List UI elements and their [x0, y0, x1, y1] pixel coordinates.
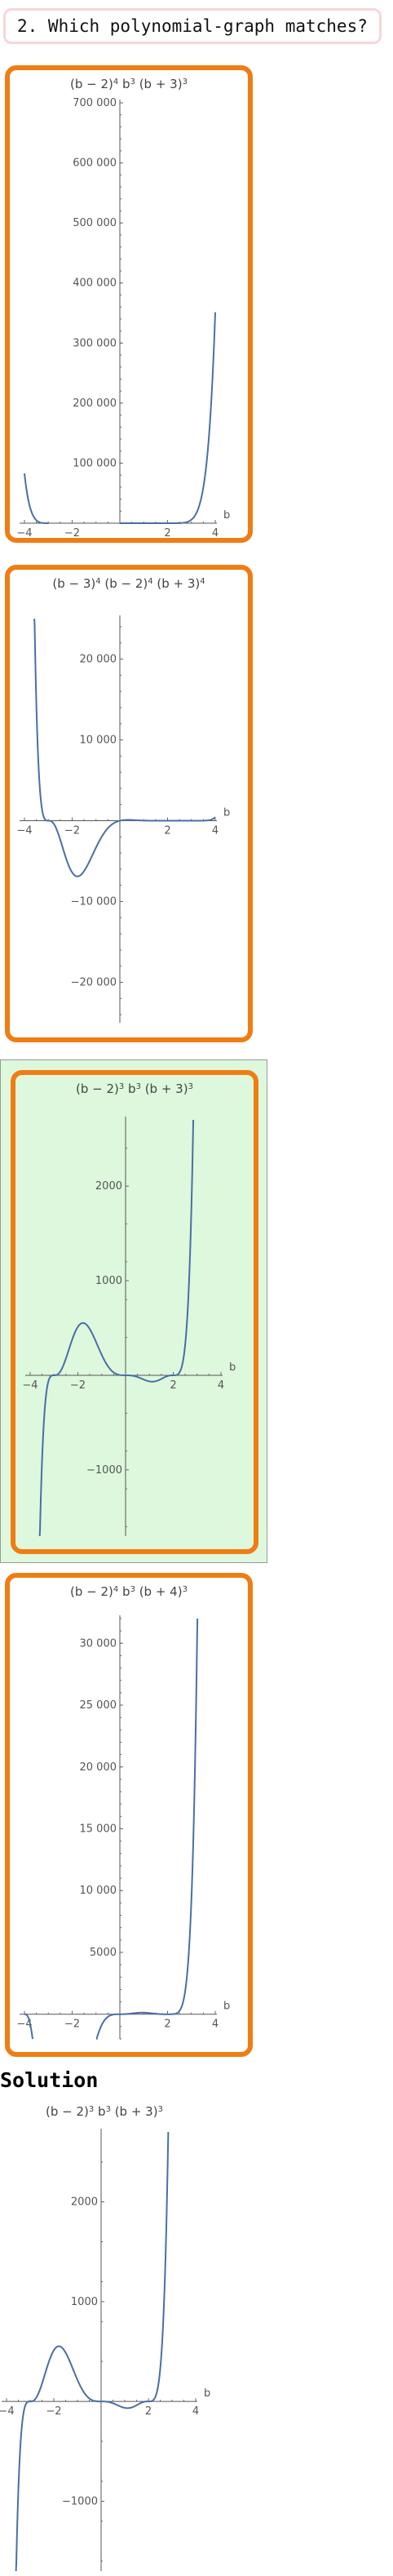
y-tick-label: 10 000 — [80, 1885, 117, 1897]
x-tick-label: −4 — [22, 1379, 38, 1392]
y-tick-label: −1000 — [86, 1464, 122, 1477]
x-tick-label: 2 — [164, 527, 170, 538]
x-axis-label: b — [223, 807, 230, 819]
x-axis-label: b — [223, 509, 230, 522]
option-4-plot: (b − 2)4 b3 (b + 4)3 b −4 −2 2 4 5000 10 000 15… — [16, 1584, 230, 2040]
x-tick-label: −4 — [16, 2019, 32, 2031]
x-tick-label: 4 — [212, 2019, 219, 2031]
x-tick-label: −2 — [64, 825, 80, 837]
y-tick-label: 500 000 — [73, 217, 117, 229]
x-tick-label: 4 — [218, 1379, 224, 1392]
y-tick-label: 2000 — [95, 1180, 122, 1193]
option-1-plot: (b − 2)4 b3 (b + 3)3 b −4 −2 2 4 100 000 200 0… — [16, 77, 230, 538]
y-tick-label: 1000 — [95, 1275, 122, 1287]
solution-plot-container: (b − 2)3 b3 (b + 3)3 b −4 −2 2 4 −1000 1000 200… — [0, 2101, 212, 2574]
x-tick-label: −2 — [70, 1379, 86, 1392]
x-axis-label: b — [223, 2001, 230, 2013]
option-card-3[interactable]: (b − 2)3 b3 (b + 3)3 b −4 −2 2 4 −1000 1000 200… — [11, 1070, 258, 1554]
option-2-plot: (b − 3)4 (b − 2)4 (b + 3)4 b −4 −2 2 4 −20 00… — [16, 576, 230, 1023]
x-tick-label: 4 — [212, 825, 219, 837]
y-tick-label: 200 000 — [73, 398, 117, 410]
y-tick-label: 30 000 — [80, 1637, 117, 1650]
plot-title: (b − 3)4 (b − 2)4 (b + 3)4 — [52, 576, 205, 591]
y-tick-label: −20 000 — [71, 977, 117, 989]
x-tick-label: −4 — [16, 825, 32, 837]
y-tick-label: 15 000 — [80, 1823, 117, 1836]
polynomial-curve — [38, 1119, 195, 1537]
plot-title: (b − 2)3 b3 (b + 3)3 — [76, 1081, 193, 1096]
x-tick-label: −4 — [0, 2405, 15, 2418]
question-prompt: 2. Which polynomial-graph matches? — [3, 8, 382, 44]
y-tick-label: 5000 — [90, 1947, 117, 1959]
option-card-1[interactable]: (b − 2)4 b3 (b + 3)3 b −4 −2 2 4 100 000 200 0… — [5, 65, 253, 543]
x-tick-label: 2 — [164, 2019, 170, 2031]
y-tick-label: −10 000 — [71, 896, 117, 908]
x-tick-label: −4 — [16, 527, 32, 538]
x-axis-label: b — [229, 1361, 236, 1374]
y-tick-label: 100 000 — [73, 457, 117, 469]
plot-title: (b − 2)4 b3 (b + 4)3 — [70, 1584, 188, 1599]
plot-title: (b − 2)4 b3 (b + 3)3 — [70, 77, 188, 91]
option-3-plot: (b − 2)3 b3 (b + 3)3 b −4 −2 2 4 −1000 1000 200… — [22, 1081, 236, 1537]
x-tick-label: 4 — [212, 527, 219, 538]
x-tick-label: 4 — [192, 2405, 199, 2418]
y-tick-label: 1000 — [71, 2296, 98, 2308]
y-tick-label: −1000 — [62, 2495, 98, 2507]
y-tick-label: 2000 — [71, 2196, 98, 2209]
option-3-selected-frame: (b − 2)3 b3 (b + 3)3 b −4 −2 2 4 −1000 1000 200… — [0, 1059, 267, 1563]
polynomial-curve — [15, 2131, 170, 2572]
solution-heading: Solution — [0, 2068, 99, 2092]
y-tick-label: 10 000 — [80, 735, 117, 747]
solution-plot: (b − 2)3 b3 (b + 3)3 b −4 −2 2 4 −1000 1000 200… — [0, 2104, 210, 2572]
option-card-4[interactable]: (b − 2)4 b3 (b + 4)3 b −4 −2 2 4 5000 10 000 15… — [5, 1573, 253, 2057]
x-tick-label: 2 — [145, 2405, 152, 2418]
polynomial-curve — [24, 1618, 199, 2040]
x-tick-label: −2 — [64, 2019, 80, 2031]
y-tick-label: 600 000 — [73, 158, 117, 170]
y-tick-label: 20 000 — [80, 1761, 117, 1774]
polynomial-curve — [24, 312, 216, 524]
x-tick-label: −2 — [46, 2405, 61, 2418]
polynomial-curve — [33, 618, 216, 877]
y-tick-label: 400 000 — [73, 278, 117, 290]
y-tick-label: 700 000 — [73, 97, 117, 109]
x-axis-label: b — [204, 2387, 210, 2400]
plot-title: (b − 2)3 b3 (b + 3)3 — [46, 2104, 163, 2119]
y-tick-label: 300 000 — [73, 337, 117, 349]
x-tick-label: 2 — [170, 1379, 176, 1392]
x-tick-label: −2 — [64, 527, 80, 538]
y-tick-label: 20 000 — [80, 654, 117, 666]
option-card-2[interactable]: (b − 3)4 (b − 2)4 (b + 3)4 b −4 −2 2 4 −20 00… — [5, 565, 253, 1042]
x-tick-label: 2 — [164, 825, 170, 837]
y-tick-label: 25 000 — [80, 1699, 117, 1712]
